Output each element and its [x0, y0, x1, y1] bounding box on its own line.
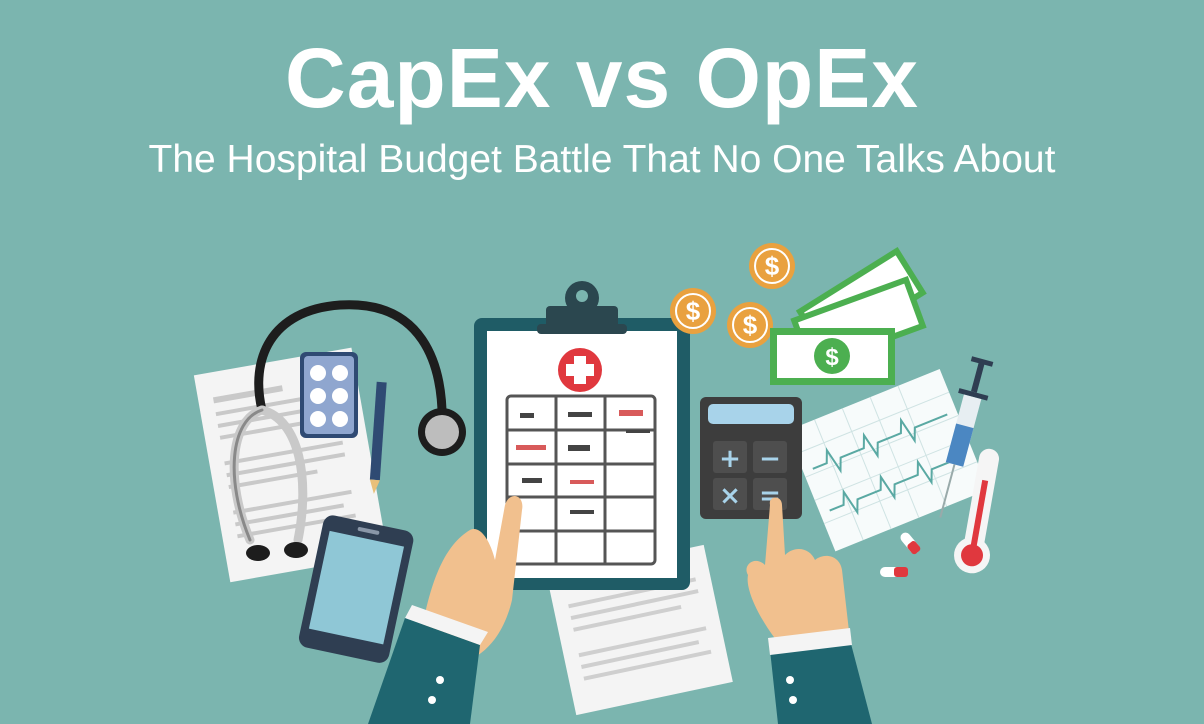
svg-text:$: $ [765, 251, 780, 281]
right-hand-pointing [746, 497, 872, 724]
stethoscope-icon [229, 300, 466, 561]
calculator-icon: + − × = [700, 397, 802, 519]
coin-icons: $ $ $ [670, 243, 795, 348]
left-hand-holding-clipboard [368, 495, 523, 724]
thermometer-icon [954, 448, 1000, 574]
money-bills-icon: $ [770, 247, 927, 385]
svg-text:$: $ [825, 344, 839, 371]
svg-text:$: $ [743, 310, 758, 340]
svg-text:+: + [719, 444, 741, 474]
svg-text:×: × [719, 481, 741, 511]
smartphone-icon [298, 515, 414, 663]
svg-text:$: $ [686, 296, 701, 326]
medical-cross-icon [558, 348, 602, 392]
svg-text:−: − [759, 444, 781, 474]
pen-icon [369, 381, 387, 494]
ecg-chart-paper [786, 369, 989, 552]
page-subtitle: The Hospital Budget Battle That No One T… [148, 138, 1056, 181]
clipboard-table [505, 394, 657, 566]
clipboard [474, 281, 690, 590]
pill-pack-icon [300, 352, 358, 438]
capsule-pills-icon [880, 532, 921, 577]
page-title: CapEx vs OpEx [285, 31, 919, 125]
syringe-icon [939, 356, 994, 518]
